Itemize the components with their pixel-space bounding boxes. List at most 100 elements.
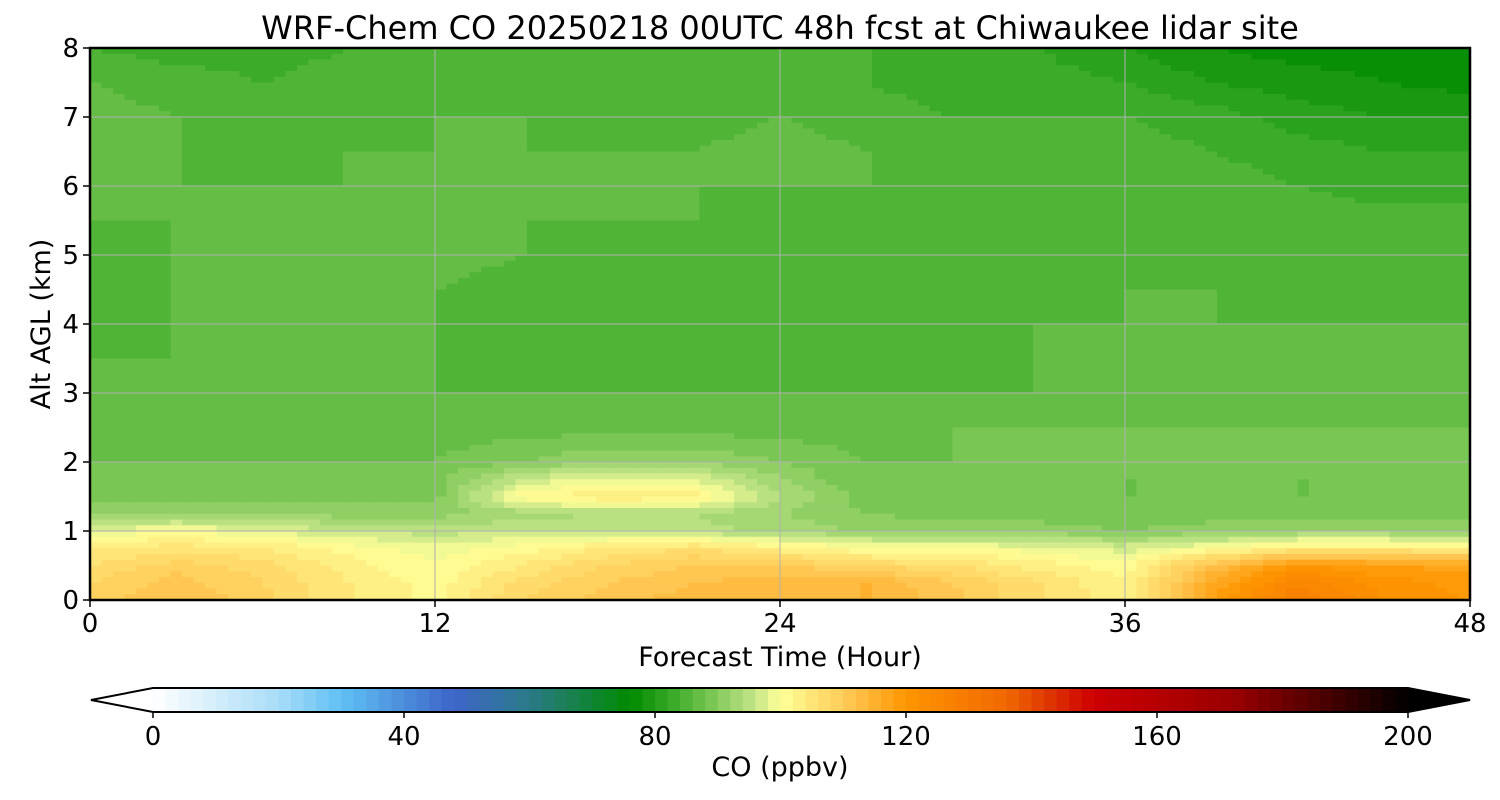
field-cell — [791, 232, 804, 239]
field-cell — [1205, 232, 1218, 239]
field-cell — [1194, 249, 1207, 256]
field-cell — [849, 180, 862, 187]
field-cell — [400, 214, 413, 222]
field-cell — [1389, 272, 1402, 279]
field-cell — [1021, 117, 1034, 124]
field-cell — [1021, 145, 1034, 153]
field-cell — [1113, 59, 1126, 66]
field-cell — [734, 283, 747, 291]
field-cell — [170, 243, 183, 250]
field-cell — [791, 105, 804, 112]
field-cell — [676, 94, 689, 101]
field-cell — [1010, 278, 1023, 285]
field-cell — [550, 186, 563, 193]
field-cell — [1067, 266, 1080, 273]
field-cell — [596, 94, 609, 101]
field-cell — [630, 53, 643, 61]
field-cell — [630, 48, 643, 55]
field-cell — [803, 203, 816, 210]
field-cell — [653, 122, 666, 130]
field-cell — [504, 266, 517, 273]
field-cell — [1136, 174, 1149, 181]
field-cell — [343, 105, 356, 112]
field-cell — [389, 145, 402, 153]
field-cell — [596, 163, 609, 170]
field-cell — [435, 186, 448, 193]
field-cell — [665, 186, 678, 193]
field-cell — [1320, 174, 1333, 181]
field-cell — [711, 191, 724, 199]
field-cell — [883, 53, 896, 61]
field-cell — [1159, 53, 1172, 61]
field-cell — [515, 180, 528, 187]
field-cell — [159, 197, 172, 204]
field-cell — [745, 122, 758, 130]
field-cell — [228, 163, 241, 170]
field-cell — [274, 266, 287, 273]
field-cell — [1447, 111, 1460, 118]
field-cell — [1205, 157, 1218, 164]
field-cell — [584, 157, 597, 164]
field-cell — [251, 53, 264, 61]
field-cell — [1355, 140, 1368, 147]
field-cell — [998, 191, 1011, 199]
field-cell — [538, 232, 551, 239]
field-cell — [1079, 266, 1092, 273]
field-cell — [113, 71, 126, 78]
field-cell — [1435, 99, 1448, 107]
field-cell — [458, 53, 471, 61]
field-cell — [780, 53, 793, 61]
field-cell — [791, 134, 804, 141]
field-cell — [906, 266, 919, 273]
field-cell — [1010, 255, 1023, 262]
field-cell — [849, 278, 862, 285]
field-cell — [527, 117, 540, 124]
field-cell — [1079, 122, 1092, 130]
field-cell — [320, 203, 333, 210]
field-cell — [446, 278, 459, 285]
field-cell — [676, 272, 689, 279]
field-cell — [1366, 249, 1379, 256]
field-cell — [619, 255, 632, 262]
field-cell — [1240, 180, 1253, 187]
field-cell — [147, 94, 160, 101]
field-cell — [308, 186, 321, 193]
field-cell — [860, 151, 873, 158]
field-cell — [101, 243, 114, 250]
field-cell — [1056, 266, 1069, 273]
field-cell — [1389, 278, 1402, 285]
field-cell — [860, 145, 873, 153]
field-cell — [918, 82, 931, 89]
field-cell — [400, 94, 413, 101]
field-cell — [101, 48, 114, 55]
field-cell — [561, 209, 574, 216]
field-cell — [607, 71, 620, 78]
field-cell — [458, 151, 471, 158]
field-cell — [1194, 266, 1207, 273]
field-cell — [734, 186, 747, 193]
field-cell — [1125, 134, 1138, 141]
field-cell — [596, 134, 609, 141]
field-cell — [1424, 151, 1437, 158]
field-cell — [412, 94, 425, 101]
field-cell — [1263, 88, 1276, 95]
field-cell — [964, 99, 977, 107]
field-cell — [515, 278, 528, 285]
field-cell — [216, 226, 229, 233]
field-cell — [1251, 209, 1264, 216]
field-cell — [170, 232, 183, 239]
field-cell — [320, 255, 333, 262]
field-cell — [745, 105, 758, 112]
field-cell — [619, 180, 632, 187]
field-cell — [458, 283, 471, 291]
field-cell — [1320, 214, 1333, 222]
field-cell — [527, 59, 540, 66]
field-cell — [504, 272, 517, 279]
field-cell — [688, 226, 701, 233]
field-cell — [1286, 191, 1299, 199]
field-cell — [136, 209, 149, 216]
field-cell — [182, 266, 195, 273]
field-cell — [366, 53, 379, 61]
field-cell — [1010, 237, 1023, 245]
field-cell — [469, 128, 482, 135]
